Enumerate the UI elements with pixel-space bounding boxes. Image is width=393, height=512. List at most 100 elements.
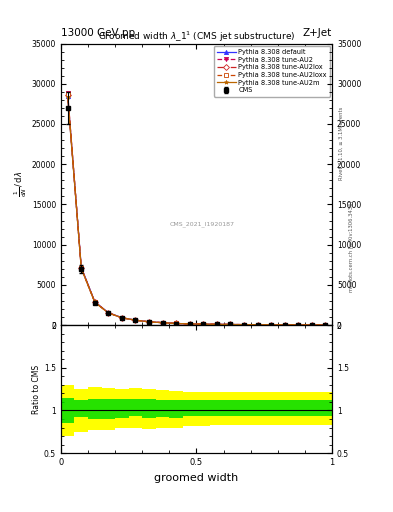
Pythia 8.308 tune-AU2 — [282, 322, 287, 328]
Pythia 8.308 default — [309, 322, 314, 328]
Pythia 8.308 default — [255, 322, 260, 328]
Pythia 8.308 tune-AU2m — [133, 317, 138, 323]
Pythia 8.308 tune-AU2lox — [119, 315, 124, 321]
Line: Pythia 8.308 tune-AU2loxx: Pythia 8.308 tune-AU2loxx — [66, 92, 327, 327]
Pythia 8.308 tune-AU2loxx — [201, 321, 206, 327]
Pythia 8.308 tune-AU2 — [323, 322, 328, 328]
Pythia 8.308 tune-AU2 — [187, 321, 192, 327]
Pythia 8.308 tune-AU2loxx — [92, 299, 97, 305]
Pythia 8.308 tune-AU2m — [79, 265, 84, 271]
Pythia 8.308 tune-AU2loxx — [65, 91, 70, 97]
Legend: Pythia 8.308 default, Pythia 8.308 tune-AU2, Pythia 8.308 tune-AU2lox, Pythia 8.: Pythia 8.308 default, Pythia 8.308 tune-… — [213, 46, 330, 97]
Pythia 8.308 tune-AU2loxx — [309, 322, 314, 328]
Pythia 8.308 tune-AU2 — [65, 90, 70, 96]
Pythia 8.308 tune-AU2lox — [282, 322, 287, 328]
Pythia 8.308 tune-AU2 — [228, 322, 233, 328]
Pythia 8.308 tune-AU2m — [92, 300, 97, 306]
Title: Groomed width $\lambda\_1^1$ (CMS jet substructure): Groomed width $\lambda\_1^1$ (CMS jet su… — [98, 29, 295, 44]
Pythia 8.308 default — [228, 322, 233, 328]
Pythia 8.308 tune-AU2loxx — [228, 322, 233, 328]
Pythia 8.308 tune-AU2lox — [92, 299, 97, 305]
Pythia 8.308 tune-AU2m — [296, 322, 301, 328]
Pythia 8.308 tune-AU2m — [309, 322, 314, 328]
Pythia 8.308 default — [201, 321, 206, 327]
Pythia 8.308 tune-AU2lox — [215, 321, 219, 327]
Pythia 8.308 tune-AU2m — [323, 322, 328, 328]
Pythia 8.308 tune-AU2lox — [174, 321, 178, 327]
Pythia 8.308 tune-AU2loxx — [119, 315, 124, 321]
Pythia 8.308 tune-AU2 — [147, 319, 151, 325]
Pythia 8.308 tune-AU2lox — [228, 322, 233, 328]
Pythia 8.308 tune-AU2lox — [65, 92, 70, 98]
Pythia 8.308 tune-AU2m — [174, 321, 178, 327]
Pythia 8.308 tune-AU2 — [92, 299, 97, 305]
Pythia 8.308 tune-AU2 — [215, 321, 219, 327]
Pythia 8.308 tune-AU2lox — [201, 321, 206, 327]
Pythia 8.308 tune-AU2lox — [106, 310, 111, 316]
Pythia 8.308 tune-AU2loxx — [160, 319, 165, 326]
Pythia 8.308 tune-AU2lox — [133, 317, 138, 323]
Pythia 8.308 tune-AU2m — [160, 319, 165, 326]
Pythia 8.308 tune-AU2loxx — [133, 317, 138, 323]
Pythia 8.308 tune-AU2 — [160, 319, 165, 326]
Pythia 8.308 tune-AU2lox — [187, 321, 192, 327]
Y-axis label: Ratio to CMS: Ratio to CMS — [32, 365, 41, 414]
Text: 13000 GeV pp: 13000 GeV pp — [61, 28, 135, 38]
Pythia 8.308 tune-AU2m — [242, 322, 246, 328]
Pythia 8.308 tune-AU2 — [255, 322, 260, 328]
Pythia 8.308 tune-AU2lox — [323, 322, 328, 328]
Pythia 8.308 tune-AU2loxx — [255, 322, 260, 328]
Pythia 8.308 tune-AU2loxx — [242, 322, 246, 328]
Pythia 8.308 tune-AU2loxx — [323, 322, 328, 328]
Pythia 8.308 tune-AU2 — [296, 322, 301, 328]
Y-axis label: $\frac{1}{\mathrm{d}N}\,/\,\mathrm{d}\lambda$: $\frac{1}{\mathrm{d}N}\,/\,\mathrm{d}\la… — [13, 172, 29, 197]
Pythia 8.308 tune-AU2m — [255, 322, 260, 328]
Pythia 8.308 tune-AU2lox — [255, 322, 260, 328]
Pythia 8.308 tune-AU2loxx — [296, 322, 301, 328]
Pythia 8.308 default — [269, 322, 274, 328]
Line: Pythia 8.308 default: Pythia 8.308 default — [66, 94, 327, 327]
Pythia 8.308 tune-AU2 — [309, 322, 314, 328]
Pythia 8.308 default — [323, 322, 328, 328]
Pythia 8.308 tune-AU2m — [282, 322, 287, 328]
Pythia 8.308 default — [296, 322, 301, 328]
Pythia 8.308 tune-AU2m — [215, 321, 219, 327]
Pythia 8.308 tune-AU2 — [201, 321, 206, 327]
Line: Pythia 8.308 tune-AU2lox: Pythia 8.308 tune-AU2lox — [66, 93, 327, 327]
X-axis label: groomed width: groomed width — [154, 473, 239, 482]
Text: CMS_2021_I1920187: CMS_2021_I1920187 — [169, 221, 234, 227]
Pythia 8.308 tune-AU2m — [269, 322, 274, 328]
Pythia 8.308 tune-AU2loxx — [174, 321, 178, 327]
Pythia 8.308 tune-AU2loxx — [106, 310, 111, 316]
Pythia 8.308 tune-AU2m — [187, 321, 192, 327]
Line: Pythia 8.308 tune-AU2m: Pythia 8.308 tune-AU2m — [66, 95, 327, 327]
Pythia 8.308 tune-AU2loxx — [79, 265, 84, 271]
Line: Pythia 8.308 tune-AU2: Pythia 8.308 tune-AU2 — [66, 91, 327, 327]
Pythia 8.308 default — [79, 264, 84, 270]
Text: Rivet 3.1.10, ≥ 3.1M events: Rivet 3.1.10, ≥ 3.1M events — [339, 106, 344, 180]
Pythia 8.308 tune-AU2m — [65, 94, 70, 100]
Pythia 8.308 tune-AU2 — [79, 265, 84, 271]
Pythia 8.308 tune-AU2loxx — [269, 322, 274, 328]
Pythia 8.308 default — [174, 321, 178, 327]
Pythia 8.308 default — [160, 319, 165, 326]
Pythia 8.308 default — [215, 321, 219, 327]
Pythia 8.308 default — [242, 322, 246, 328]
Pythia 8.308 default — [92, 298, 97, 305]
Pythia 8.308 tune-AU2 — [133, 317, 138, 323]
Pythia 8.308 tune-AU2loxx — [187, 321, 192, 327]
Pythia 8.308 default — [119, 315, 124, 321]
Pythia 8.308 tune-AU2 — [269, 322, 274, 328]
Pythia 8.308 tune-AU2loxx — [282, 322, 287, 328]
Pythia 8.308 tune-AU2loxx — [147, 319, 151, 325]
Pythia 8.308 default — [282, 322, 287, 328]
Pythia 8.308 tune-AU2m — [147, 319, 151, 325]
Pythia 8.308 tune-AU2lox — [160, 319, 165, 326]
Pythia 8.308 tune-AU2lox — [269, 322, 274, 328]
Pythia 8.308 tune-AU2lox — [309, 322, 314, 328]
Text: mcplots.cern.ch [arXiv:1306.3436]: mcplots.cern.ch [arXiv:1306.3436] — [349, 200, 354, 291]
Pythia 8.308 tune-AU2m — [119, 315, 124, 321]
Pythia 8.308 default — [106, 310, 111, 316]
Pythia 8.308 tune-AU2 — [242, 322, 246, 328]
Pythia 8.308 tune-AU2lox — [79, 265, 84, 271]
